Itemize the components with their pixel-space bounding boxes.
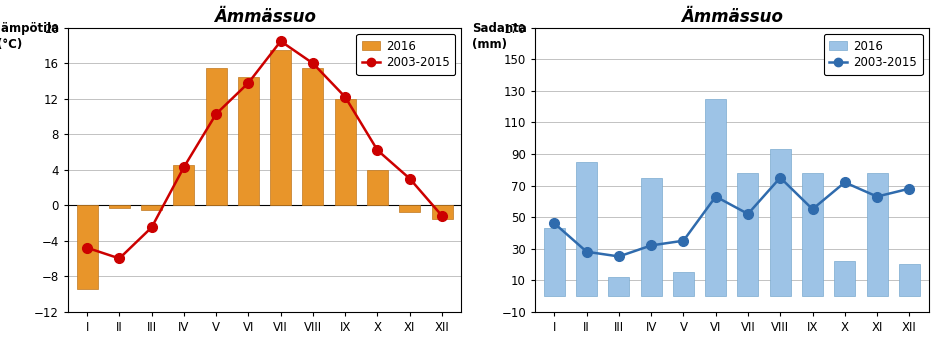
Bar xyxy=(576,162,596,296)
Bar xyxy=(270,50,291,205)
Text: lämpötila
(°C): lämpötila (°C) xyxy=(0,22,59,51)
Bar xyxy=(141,205,162,210)
Bar xyxy=(173,165,194,205)
Bar xyxy=(77,205,97,289)
Bar xyxy=(334,99,356,205)
Bar xyxy=(705,99,725,296)
Bar xyxy=(801,173,822,296)
Bar xyxy=(399,205,420,212)
Bar xyxy=(238,77,258,205)
Bar xyxy=(833,261,855,296)
Bar xyxy=(737,173,757,296)
Bar xyxy=(109,205,130,208)
Title: Ämmässuo: Ämmässuo xyxy=(213,8,315,26)
Bar xyxy=(302,68,323,205)
Bar xyxy=(640,177,661,296)
Bar xyxy=(769,149,790,296)
Bar xyxy=(607,277,629,296)
Title: Ämmässuo: Ämmässuo xyxy=(680,8,782,26)
Bar xyxy=(898,264,919,296)
Legend: 2016, 2003-2015: 2016, 2003-2015 xyxy=(823,34,922,75)
Bar xyxy=(543,228,564,296)
Bar xyxy=(866,173,886,296)
Bar xyxy=(367,170,388,205)
Text: Sadanta
(mm): Sadanta (mm) xyxy=(472,22,526,51)
Bar xyxy=(672,272,694,296)
Legend: 2016, 2003-2015: 2016, 2003-2015 xyxy=(356,34,455,75)
Bar xyxy=(431,205,452,219)
Bar xyxy=(206,68,227,205)
